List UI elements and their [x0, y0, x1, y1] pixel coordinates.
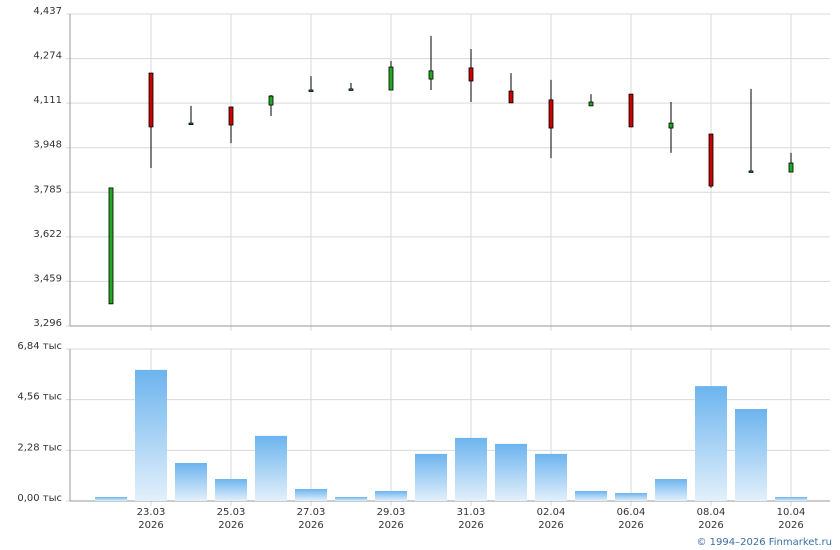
candle-body: [148, 72, 154, 128]
x-tick-label: 2026: [538, 520, 563, 531]
y-tick-label: 2,28 тыс: [17, 442, 62, 453]
candle-body: [748, 170, 754, 173]
candle-body: [308, 89, 314, 92]
y-tick-label: 4,56 тыс: [17, 392, 62, 403]
volume-bar: [735, 409, 767, 501]
y-tick-label: 3,785: [33, 184, 62, 195]
y-tick-label: 6,84 тыс: [17, 341, 62, 352]
candle-body: [508, 90, 514, 104]
x-tick-label: 06.04: [617, 507, 646, 518]
candle-body: [268, 95, 274, 106]
x-tick-label: 02.04: [537, 507, 566, 518]
x-tick-label: 27.03: [297, 507, 326, 518]
volume-bar: [415, 453, 447, 501]
volume-bar: [695, 386, 727, 501]
candle-body: [588, 101, 594, 107]
x-tick-label: 10.04: [777, 507, 806, 518]
x-tick-label: 2026: [698, 520, 723, 531]
y-tick-label: 3,622: [33, 229, 62, 240]
candle-body: [428, 70, 434, 80]
candle-body: [228, 106, 234, 126]
candle-body: [548, 99, 554, 129]
x-tick-label: 29.03: [377, 507, 406, 518]
y-tick-label: 4,274: [33, 51, 62, 62]
x-tick-label: 2026: [618, 520, 643, 531]
x-tick-label: 2026: [138, 520, 163, 531]
volume-bar: [375, 491, 407, 501]
volume-bar: [215, 479, 247, 501]
volume-bar: [775, 497, 807, 501]
volume-bar: [615, 493, 647, 501]
x-tick-label: 2026: [218, 520, 243, 531]
x-tick-label: 31.03: [457, 507, 486, 518]
candle-body: [188, 122, 194, 126]
x-tick-label: 2026: [378, 520, 403, 531]
candle-body: [348, 88, 354, 91]
x-tick-label: 2026: [458, 520, 483, 531]
candle-body: [668, 122, 674, 129]
y-tick-label: 3,948: [33, 140, 62, 151]
candle-body: [468, 67, 474, 82]
y-tick-label: 3,296: [33, 318, 62, 329]
candle-body: [388, 66, 394, 91]
volume-bar: [95, 497, 127, 501]
source[interactable]: © 1994–2026 Finmarket.ru: [696, 537, 832, 548]
y-tick-label: 3,459: [33, 273, 62, 284]
x-tick-label: 23.03: [137, 507, 166, 518]
volume-bar: [135, 369, 167, 501]
y-tick-label: 4,111: [33, 95, 62, 106]
volume-bar: [535, 453, 567, 501]
volume-bar: [175, 463, 207, 501]
y-tick-label: 0,00 тыс: [17, 493, 62, 504]
candle-body: [788, 162, 794, 173]
volume-bar: [655, 479, 687, 501]
volume-bar: [575, 491, 607, 501]
x-tick-label: 25.03: [217, 507, 246, 518]
volume-bar: [495, 443, 527, 501]
x-tick-label: 2026: [778, 520, 803, 531]
volume-bar: [255, 435, 287, 501]
volume-bar: [455, 437, 487, 501]
candle-body: [108, 187, 114, 305]
candle-body: [628, 93, 634, 128]
volume-bar: [295, 489, 327, 501]
candle-body: [708, 133, 714, 187]
x-tick-label: 2026: [298, 520, 323, 531]
y-tick-label: 4,437: [33, 6, 62, 17]
volume-bar: [335, 497, 367, 501]
x-tick-label: 08.04: [697, 507, 726, 518]
